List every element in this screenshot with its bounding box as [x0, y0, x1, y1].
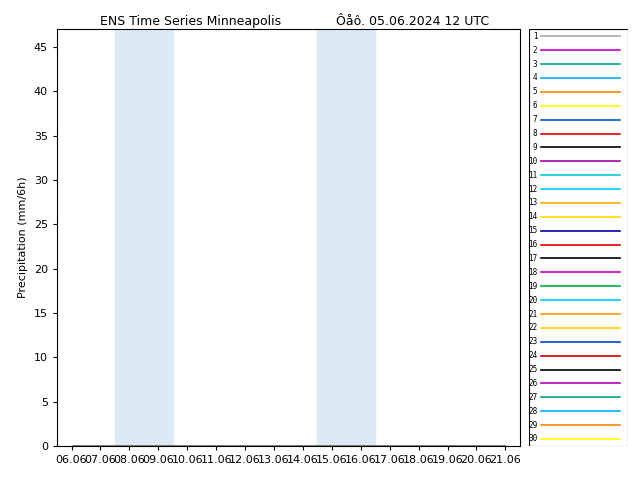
Text: 16: 16 — [528, 240, 537, 249]
Text: 21: 21 — [528, 310, 537, 318]
Text: 15: 15 — [528, 226, 537, 235]
Text: 30: 30 — [528, 435, 537, 443]
Text: 7: 7 — [533, 115, 537, 124]
Text: 20: 20 — [528, 295, 537, 305]
Text: 19: 19 — [528, 282, 537, 291]
Text: 17: 17 — [528, 254, 537, 263]
Text: ENS Time Series Minneapolis: ENS Time Series Minneapolis — [100, 15, 281, 28]
Text: 26: 26 — [528, 379, 537, 388]
Bar — [318, 29, 375, 446]
Text: 22: 22 — [528, 323, 537, 332]
Text: 25: 25 — [528, 365, 537, 374]
Text: 18: 18 — [528, 268, 537, 277]
Text: 4: 4 — [533, 74, 537, 82]
Y-axis label: Precipitation (mm/6h): Precipitation (mm/6h) — [18, 177, 29, 298]
Text: 24: 24 — [528, 351, 537, 360]
Text: 10: 10 — [528, 157, 537, 166]
Text: 6: 6 — [533, 101, 537, 110]
Text: 28: 28 — [528, 407, 537, 416]
Text: 29: 29 — [528, 420, 537, 430]
Text: 2: 2 — [533, 46, 537, 55]
Text: 12: 12 — [528, 185, 537, 194]
Text: 13: 13 — [528, 198, 537, 207]
Text: 8: 8 — [533, 129, 537, 138]
Text: Ôåô. 05.06.2024 12 UTC: Ôåô. 05.06.2024 12 UTC — [335, 15, 489, 28]
Text: 5: 5 — [533, 87, 537, 97]
Text: 3: 3 — [533, 60, 537, 69]
Text: 1: 1 — [533, 32, 537, 41]
Text: 14: 14 — [528, 212, 537, 221]
Text: 23: 23 — [528, 337, 537, 346]
Bar — [115, 29, 172, 446]
Text: 9: 9 — [533, 143, 537, 152]
Text: 11: 11 — [528, 171, 537, 180]
Text: 27: 27 — [528, 393, 537, 402]
